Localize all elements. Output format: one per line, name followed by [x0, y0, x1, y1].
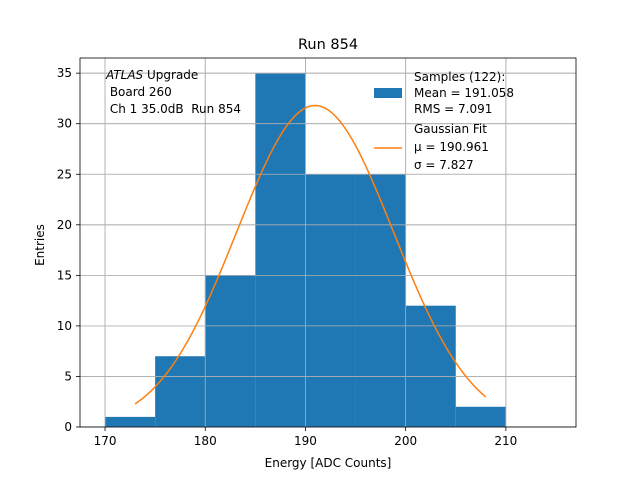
histogram-bar [355, 174, 406, 427]
histogram-bar [305, 174, 356, 427]
y-axis-ticks: 0 5 10 15 20 25 30 35 [57, 66, 80, 434]
legend-fit-line-3: σ = 7.827 [414, 158, 474, 172]
y-tick-label: 35 [57, 66, 72, 80]
upgrade-label: Upgrade [143, 68, 198, 82]
histogram-bar [105, 416, 156, 427]
legend-samples-swatch [374, 88, 402, 98]
y-tick-label: 30 [57, 117, 72, 131]
histogram-bars [105, 73, 506, 428]
x-tick-label: 190 [294, 434, 317, 448]
legend-fit-line-2: μ = 190.961 [414, 140, 489, 154]
legend-fit-line-1: Gaussian Fit [414, 122, 487, 136]
x-axis-ticks: 170 180 190 200 210 [94, 427, 517, 448]
histogram-bar [255, 73, 306, 428]
legend-samples-line-2: Mean = 191.058 [414, 86, 514, 100]
x-tick-label: 170 [94, 434, 117, 448]
chart-title: Run 854 [298, 37, 358, 53]
y-tick-label: 0 [64, 420, 72, 434]
x-axis-label: Energy [ADC Counts] [265, 456, 392, 470]
y-tick-label: 5 [64, 369, 72, 383]
x-tick-label: 210 [494, 434, 517, 448]
gaussian-fit-curve [134, 104, 487, 405]
histogram-bar [455, 406, 506, 427]
y-tick-label: 20 [57, 218, 72, 232]
histogram-bar [405, 305, 456, 427]
x-tick-label: 180 [194, 434, 217, 448]
y-tick-label: 15 [57, 268, 72, 282]
legend: Samples (122): Mean = 191.058 RMS = 7.09… [374, 70, 514, 172]
x-tick-label: 200 [394, 434, 417, 448]
y-tick-label: 25 [57, 167, 72, 181]
histogram-bar [205, 275, 256, 427]
legend-samples-line-3: RMS = 7.091 [414, 102, 492, 116]
annotation-line-3: Ch 1 35.0dB Run 854 [106, 102, 241, 116]
experiment-annotation: ATLAS Upgrade Board 260 Ch 1 35.0dB Run … [105, 68, 241, 116]
y-axis-label: Entries [33, 224, 47, 266]
legend-samples-line-1: Samples (122): [414, 70, 505, 84]
atlas-label: ATLAS [105, 68, 144, 82]
annotation-line-2: Board 260 [106, 85, 172, 99]
histogram-bar [155, 356, 206, 427]
y-tick-label: 10 [57, 319, 72, 333]
annotation-line-1: ATLAS Upgrade [105, 68, 198, 82]
plot-frame [79, 57, 577, 428]
